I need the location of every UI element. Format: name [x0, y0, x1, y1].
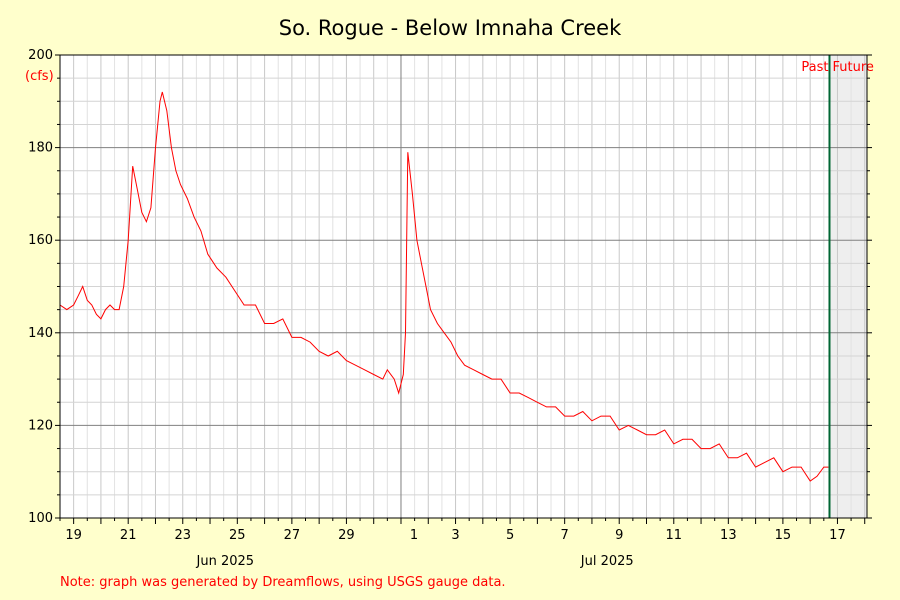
y-tick-label: 200 — [28, 48, 53, 63]
x-tick-label: 21 — [120, 528, 137, 543]
axis-ticks — [55, 54, 872, 524]
x-tick-label: 7 — [561, 528, 569, 543]
x-tick-label: 5 — [506, 528, 514, 543]
x-tick-label: 17 — [829, 528, 846, 543]
x-tick-label: 29 — [338, 528, 355, 543]
footer-note: Note: graph was generated by Dreamflows,… — [60, 575, 506, 590]
x-month-label: Jun 2025 — [196, 554, 255, 569]
x-tick-label: 27 — [284, 528, 301, 543]
x-tick-label: 3 — [451, 528, 459, 543]
chart-title: So. Rogue - Below Imnaha Creek — [279, 16, 622, 40]
y-tick-label: 160 — [28, 233, 53, 248]
x-tick-label: 19 — [65, 528, 82, 543]
past-label: Past — [801, 60, 828, 75]
x-tick-label: 1 — [410, 528, 418, 543]
y-axis-label: (cfs) — [25, 69, 54, 84]
x-tick-label: 15 — [775, 528, 792, 543]
x-tick-label: 23 — [174, 528, 191, 543]
y-tick-label: 120 — [28, 418, 53, 433]
x-tick-label: 11 — [666, 528, 683, 543]
y-tick-label: 180 — [28, 141, 53, 156]
x-tick-label: 13 — [720, 528, 737, 543]
x-month-label: Jul 2025 — [580, 554, 634, 569]
grid-lines — [59, 54, 867, 519]
flow-series-line — [59, 91, 829, 482]
x-tick-label: 25 — [229, 528, 246, 543]
y-tick-label: 140 — [28, 326, 53, 341]
future-label: Future — [832, 60, 873, 75]
y-tick-label: 100 — [28, 511, 53, 526]
x-tick-label: 9 — [615, 528, 623, 543]
